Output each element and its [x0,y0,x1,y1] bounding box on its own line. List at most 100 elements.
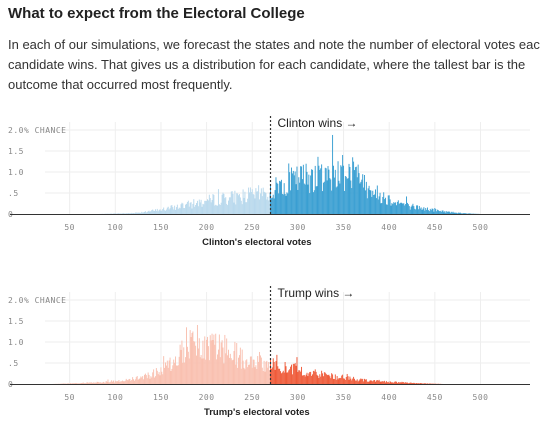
histogram-bar [265,361,267,384]
histogram-bar [371,196,373,214]
histogram-bar [187,351,189,384]
histogram-bar [242,360,244,384]
histogram-bar [317,156,319,214]
histogram-bar [257,356,259,384]
histogram-bar [354,380,356,384]
histogram-bar [196,202,198,214]
histogram-bar [199,357,201,384]
histogram-bar [225,353,227,384]
histogram-bar [330,179,332,214]
histogram-bar [295,365,297,384]
histogram-bar [295,184,297,214]
histogram-bar [314,369,316,384]
histogram-bar [100,382,102,384]
histogram-bar [459,212,461,214]
histogram-bar [291,364,292,384]
histogram-bar [370,380,372,384]
histogram-bar [412,203,414,214]
histogram-bar [133,379,135,384]
histogram-bar [292,363,294,384]
histogram-bar [213,194,215,214]
histogram-bar [156,208,158,214]
histogram-bar [266,199,268,214]
histogram-bar [318,165,320,214]
histogram-bar [301,366,303,384]
histogram-bar [181,340,183,384]
histogram-bar [115,381,117,384]
histogram-bar [134,212,136,214]
histogram-bar [311,169,313,214]
histogram-bar [139,212,141,214]
histogram-bar [113,382,115,384]
histogram-bar [238,355,240,384]
histogram-bar [363,187,365,214]
histogram-bar [417,205,418,214]
histogram-bar [146,378,148,384]
histogram-bar [418,383,420,384]
histogram-bar [310,371,312,384]
histogram-bar [461,213,463,214]
histogram-bar [214,344,216,384]
histogram-bar [288,163,290,214]
histogram-bar [276,354,278,384]
histogram-bar [91,382,93,384]
histogram-bar [255,188,257,214]
histogram-bar [319,169,321,214]
histogram-bar [242,189,244,214]
histogram-bar [446,211,448,214]
histogram-bar [136,376,138,384]
histogram-bar [338,180,340,214]
histogram-bar [430,210,432,214]
histogram-bar [401,381,403,384]
x-tick-label: 150 [153,223,169,232]
y-tick-label: 2.0% CHANCE [8,126,66,135]
histogram-bar [385,204,387,214]
histogram-bar [435,209,437,214]
histogram-bar [365,379,367,384]
histogram-bar [362,174,364,214]
histogram-bar [230,191,232,214]
histogram-bar [150,211,152,214]
histogram-bar [424,210,426,214]
histogram-bar [312,192,314,214]
histogram-bar [386,204,388,214]
histogram-bar [393,202,395,214]
histogram-bar [218,334,220,384]
histogram-bar [247,367,249,384]
histogram-bar [142,212,144,214]
histogram-bar [381,202,383,214]
histogram-bar [153,369,155,384]
histogram-bar [221,340,223,384]
histogram-bar [456,212,458,214]
histogram-bar [453,212,455,214]
histogram-bar [132,377,134,384]
histogram-bar [213,334,215,384]
histogram-bar [264,192,266,214]
histogram-bar [294,171,296,214]
histogram-bar [300,166,302,214]
histogram-bar [137,379,139,384]
histogram-bar [404,382,406,384]
histogram-bar [432,208,434,214]
histogram-bar [305,163,307,214]
histogram-bar [62,383,64,384]
histogram-bar [194,341,196,384]
histogram-bar [308,373,310,384]
histogram-bar [211,200,213,214]
histogram-bar [406,382,408,384]
histogram-bar [321,164,323,214]
histogram-bar [275,177,277,214]
histogram-bar [169,357,171,384]
histogram-bar [240,368,242,384]
histogram-bar [419,383,421,384]
histogram-bar [355,380,357,384]
histogram-bar [365,181,367,214]
histogram-bar [167,367,169,384]
histogram-bar [413,382,415,384]
histogram-bar [355,166,357,214]
histogram-bar [133,213,135,214]
histogram-bar [336,376,338,384]
histogram-bar [366,381,368,384]
histogram-bar [409,382,411,384]
